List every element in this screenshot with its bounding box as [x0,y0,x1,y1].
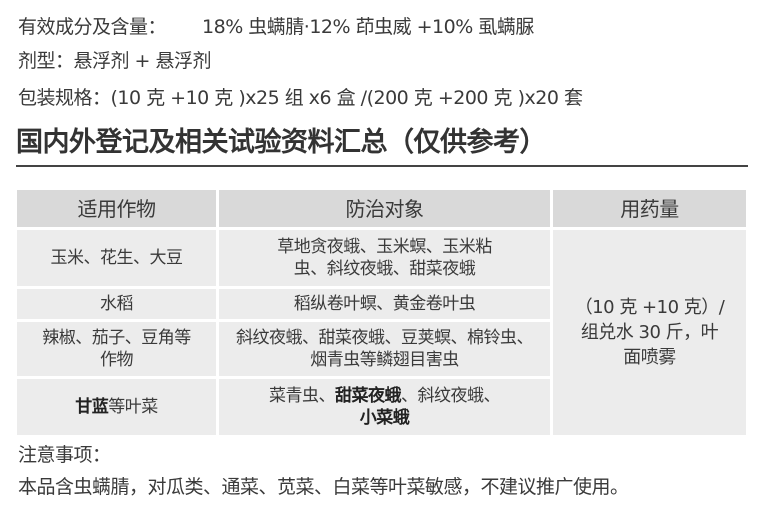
pest-cell: 菜青虫、甜菜夜蛾、斜纹夜蛾、小菜蛾 [219,379,550,435]
pest-cell: 草地贪夜蛾、玉米螟、玉米粘虫、斜纹夜蛾、甜菜夜蛾 [219,230,550,286]
usage-table: 适用作物 防治对象 用药量 玉米、花生、大豆 草地贪夜蛾、玉米螟、玉米粘虫、斜纹夜… [14,187,749,438]
crop-cell: 玉米、花生、大豆 [17,230,216,286]
formulation: 剂型：悬浮剂 + 悬浮剂 [18,50,212,72]
header-pest: 防治对象 [219,190,550,227]
notes-text: 本品含虫螨腈，对瓜类、通菜、苋菜、白菜等叶菜敏感，不建议推广使用。 [18,476,629,498]
header-dosage: 用药量 [553,190,746,227]
divider [16,165,748,167]
crop-text: 玉米、花生、大豆 [50,248,184,268]
pest-text-bold: 甜菜夜蛾 [335,386,402,406]
dosage-cell: （10 克 +10 克）/ 组兑水 30 斤，叶面喷雾 [553,230,746,435]
pest-text: 草地贪夜蛾、玉米螟、玉米粘虫、斜纹夜蛾、甜菜夜蛾 [277,237,492,279]
pest-text: 斜纹夜蛾、甜菜夜蛾、豆荚螟、棉铃虫、烟青虫等鳞翅目害虫 [236,328,534,370]
pest-text: 菜青虫、 [269,386,336,406]
header-crop: 适用作物 [17,190,216,227]
table-row: 玉米、花生、大豆 草地贪夜蛾、玉米螟、玉米粘虫、斜纹夜蛾、甜菜夜蛾 （10 克 +1… [17,230,746,435]
ingredients-value: 18% 虫螨腈·12% 茚虫威 +10% 虱螨脲 [202,16,534,38]
crop-cell: 甘蓝等叶菜 [17,379,216,435]
section-title: 国内外登记及相关试验资料汇总（仅供参考） [16,127,547,158]
crop-text: 等叶菜 [108,397,158,417]
table-header-row: 适用作物 防治对象 用药量 [17,190,746,227]
crop-text: 辣椒、茄子、豆角等作物 [42,328,191,370]
pest-cell: 稻纵卷叶螟、黄金卷叶虫 [219,289,550,319]
pest-text-bold: 小菜蛾 [359,408,410,428]
crop-cell: 水稻 [17,289,216,319]
notes-label: 注意事项： [18,444,111,466]
crop-cell: 辣椒、茄子、豆角等作物 [17,322,216,376]
crop-text: 水稻 [100,294,134,314]
crop-text-bold: 甘蓝 [75,397,109,417]
table-row: 辣椒、茄子、豆角等作物 斜纹夜蛾、甜菜夜蛾、豆荚螟、棉铃虫、烟青虫等鳞翅目害虫 [17,322,746,376]
packaging: 包装规格：(10 克 +10 克 )x25 组 x6 盒 /(200 克 +20… [18,87,583,109]
pest-text: 、斜纹夜蛾、 [401,386,501,406]
ingredients-line: 有效成分及含量： 18% 虫螨腈·12% 茚虫威 +10% 虱螨脲 [18,12,534,39]
pest-cell: 斜纹夜蛾、甜菜夜蛾、豆荚螟、棉铃虫、烟青虫等鳞翅目害虫 [219,322,550,376]
table-row: 水稻 稻纵卷叶螟、黄金卷叶虫 [17,289,746,319]
table-row: 甘蓝等叶菜 菜青虫、甜菜夜蛾、斜纹夜蛾、小菜蛾 [17,379,746,435]
ingredients-label: 有效成分及含量： [18,16,167,38]
pest-text: 稻纵卷叶螟、黄金卷叶虫 [293,294,476,314]
